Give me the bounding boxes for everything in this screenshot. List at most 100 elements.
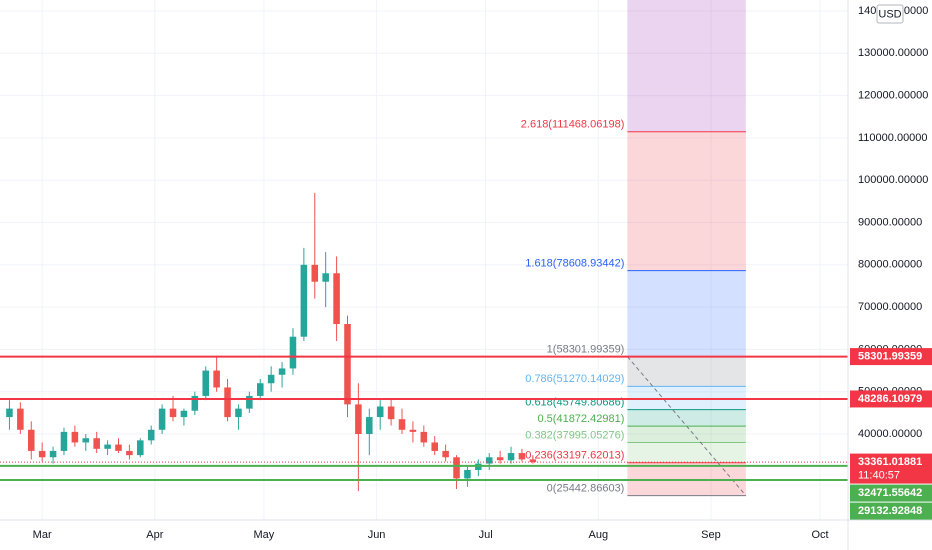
- candle-body: [137, 440, 144, 456]
- candle-body: [496, 457, 504, 461]
- grid: [0, 0, 848, 520]
- x-tick-label: Oct: [811, 529, 828, 541]
- candle-body: [322, 273, 329, 282]
- candle-body: [202, 370, 210, 396]
- fib-band: [627, 356, 746, 387]
- candle-body: [278, 368, 286, 375]
- candle-body: [256, 383, 264, 396]
- x-tick-label: Jul: [479, 529, 493, 541]
- fib-level-label: 0.5(41872.42981): [538, 413, 625, 425]
- candle-body: [169, 408, 177, 418]
- candle-body: [6, 408, 13, 418]
- candle-body: [300, 264, 308, 337]
- candle-body: [518, 453, 526, 460]
- x-tick-label: Mar: [33, 529, 52, 541]
- candle-body: [246, 395, 253, 409]
- candle-body: [344, 324, 351, 405]
- price-lines: [0, 355, 848, 481]
- candle-body: [158, 408, 166, 430]
- candle-body: [267, 374, 275, 384]
- fib-band: [627, 426, 746, 443]
- candle-body: [104, 444, 111, 449]
- fib-band: [627, 0, 746, 132]
- candle-body: [17, 408, 24, 430]
- price-badge-label: 33361.01881: [858, 456, 922, 468]
- candle-body: [289, 336, 297, 369]
- candle-body: [224, 387, 231, 418]
- candle-body: [453, 457, 460, 479]
- price-badge: [850, 502, 932, 520]
- candle-body: [49, 450, 57, 458]
- candle-body: [60, 431, 68, 451]
- candle-body: [191, 395, 199, 411]
- countdown: 11:40:57: [858, 469, 900, 481]
- candle-body: [213, 370, 220, 388]
- fib-band: [627, 131, 746, 271]
- fib-level-label: 0(25442.86603): [547, 482, 625, 494]
- x-tick-label: Apr: [146, 529, 163, 541]
- price-badge-label: 29132.92848: [858, 505, 922, 517]
- candle-body: [376, 406, 384, 418]
- candle-body: [355, 404, 362, 435]
- y-tick-label: 100000.00000: [858, 174, 928, 186]
- candle-body: [366, 417, 373, 435]
- y-tick-label: 80000.00000: [858, 259, 922, 271]
- price-badge-label: 32471.55642: [858, 487, 922, 499]
- fib-level-label: 1.618(78608.93442): [525, 258, 624, 270]
- candle-body: [333, 273, 340, 325]
- candle-body: [409, 429, 417, 432]
- candle-body: [398, 419, 406, 430]
- candle-body: [387, 406, 395, 420]
- candle-body: [485, 457, 493, 464]
- price-badge: [850, 453, 932, 484]
- candle-body: [147, 429, 155, 441]
- fib-level-label: 0.236(33197.62013): [525, 450, 624, 462]
- candle-body: [431, 442, 438, 451]
- price-badge-label: 58301.99359: [858, 350, 922, 362]
- candle-body: [38, 450, 46, 458]
- candle-body: [82, 438, 90, 443]
- candle-body: [507, 453, 515, 461]
- price-badge-label: 48286.10979: [858, 393, 922, 405]
- fib-band: [627, 409, 746, 427]
- fib-level-label: 0.786(51270.14029): [525, 373, 624, 385]
- candle-body: [442, 450, 449, 458]
- x-tick-label: Aug: [588, 529, 608, 541]
- price-badge: [850, 484, 932, 502]
- candle-body: [180, 410, 188, 418]
- y-tick-label: 90000.00000: [858, 216, 922, 228]
- y-tick-label: 70000.00000: [858, 301, 922, 313]
- candle-body: [464, 469, 471, 479]
- candle-body: [126, 450, 133, 456]
- price-badge: [850, 390, 932, 408]
- candle-body: [529, 459, 537, 463]
- y-tick-label: 120000.00000: [858, 90, 928, 102]
- currency-label: USD: [878, 8, 901, 20]
- price-badge: [850, 348, 932, 366]
- y-tick-label: 40000.00000: [858, 428, 922, 440]
- y-tick-label: 110000.00000: [858, 132, 928, 144]
- candle-body: [235, 408, 242, 418]
- candle-body: [71, 431, 79, 443]
- y-tick-label: 130000.00000: [858, 47, 928, 59]
- candle-body: [93, 438, 100, 449]
- x-tick-label: Sep: [701, 529, 721, 541]
- currency-badge: [876, 4, 904, 24]
- fib-level-label: 0.382(37995.05276): [525, 429, 624, 441]
- candle-body: [420, 431, 428, 443]
- fib-level-label: 2.618(111468.06198): [521, 119, 625, 131]
- candle-body: [27, 429, 35, 451]
- x-tick-label: May: [253, 529, 274, 541]
- fib-band: [627, 442, 746, 463]
- candles: [6, 192, 537, 492]
- x-tick-label: Jun: [368, 529, 386, 541]
- fib-trend-line: [626, 356, 747, 496]
- fib-band: [627, 270, 746, 357]
- candle-body: [115, 444, 122, 451]
- candle-body: [311, 264, 319, 282]
- fib-level-label: 1(58301.99359): [547, 343, 625, 355]
